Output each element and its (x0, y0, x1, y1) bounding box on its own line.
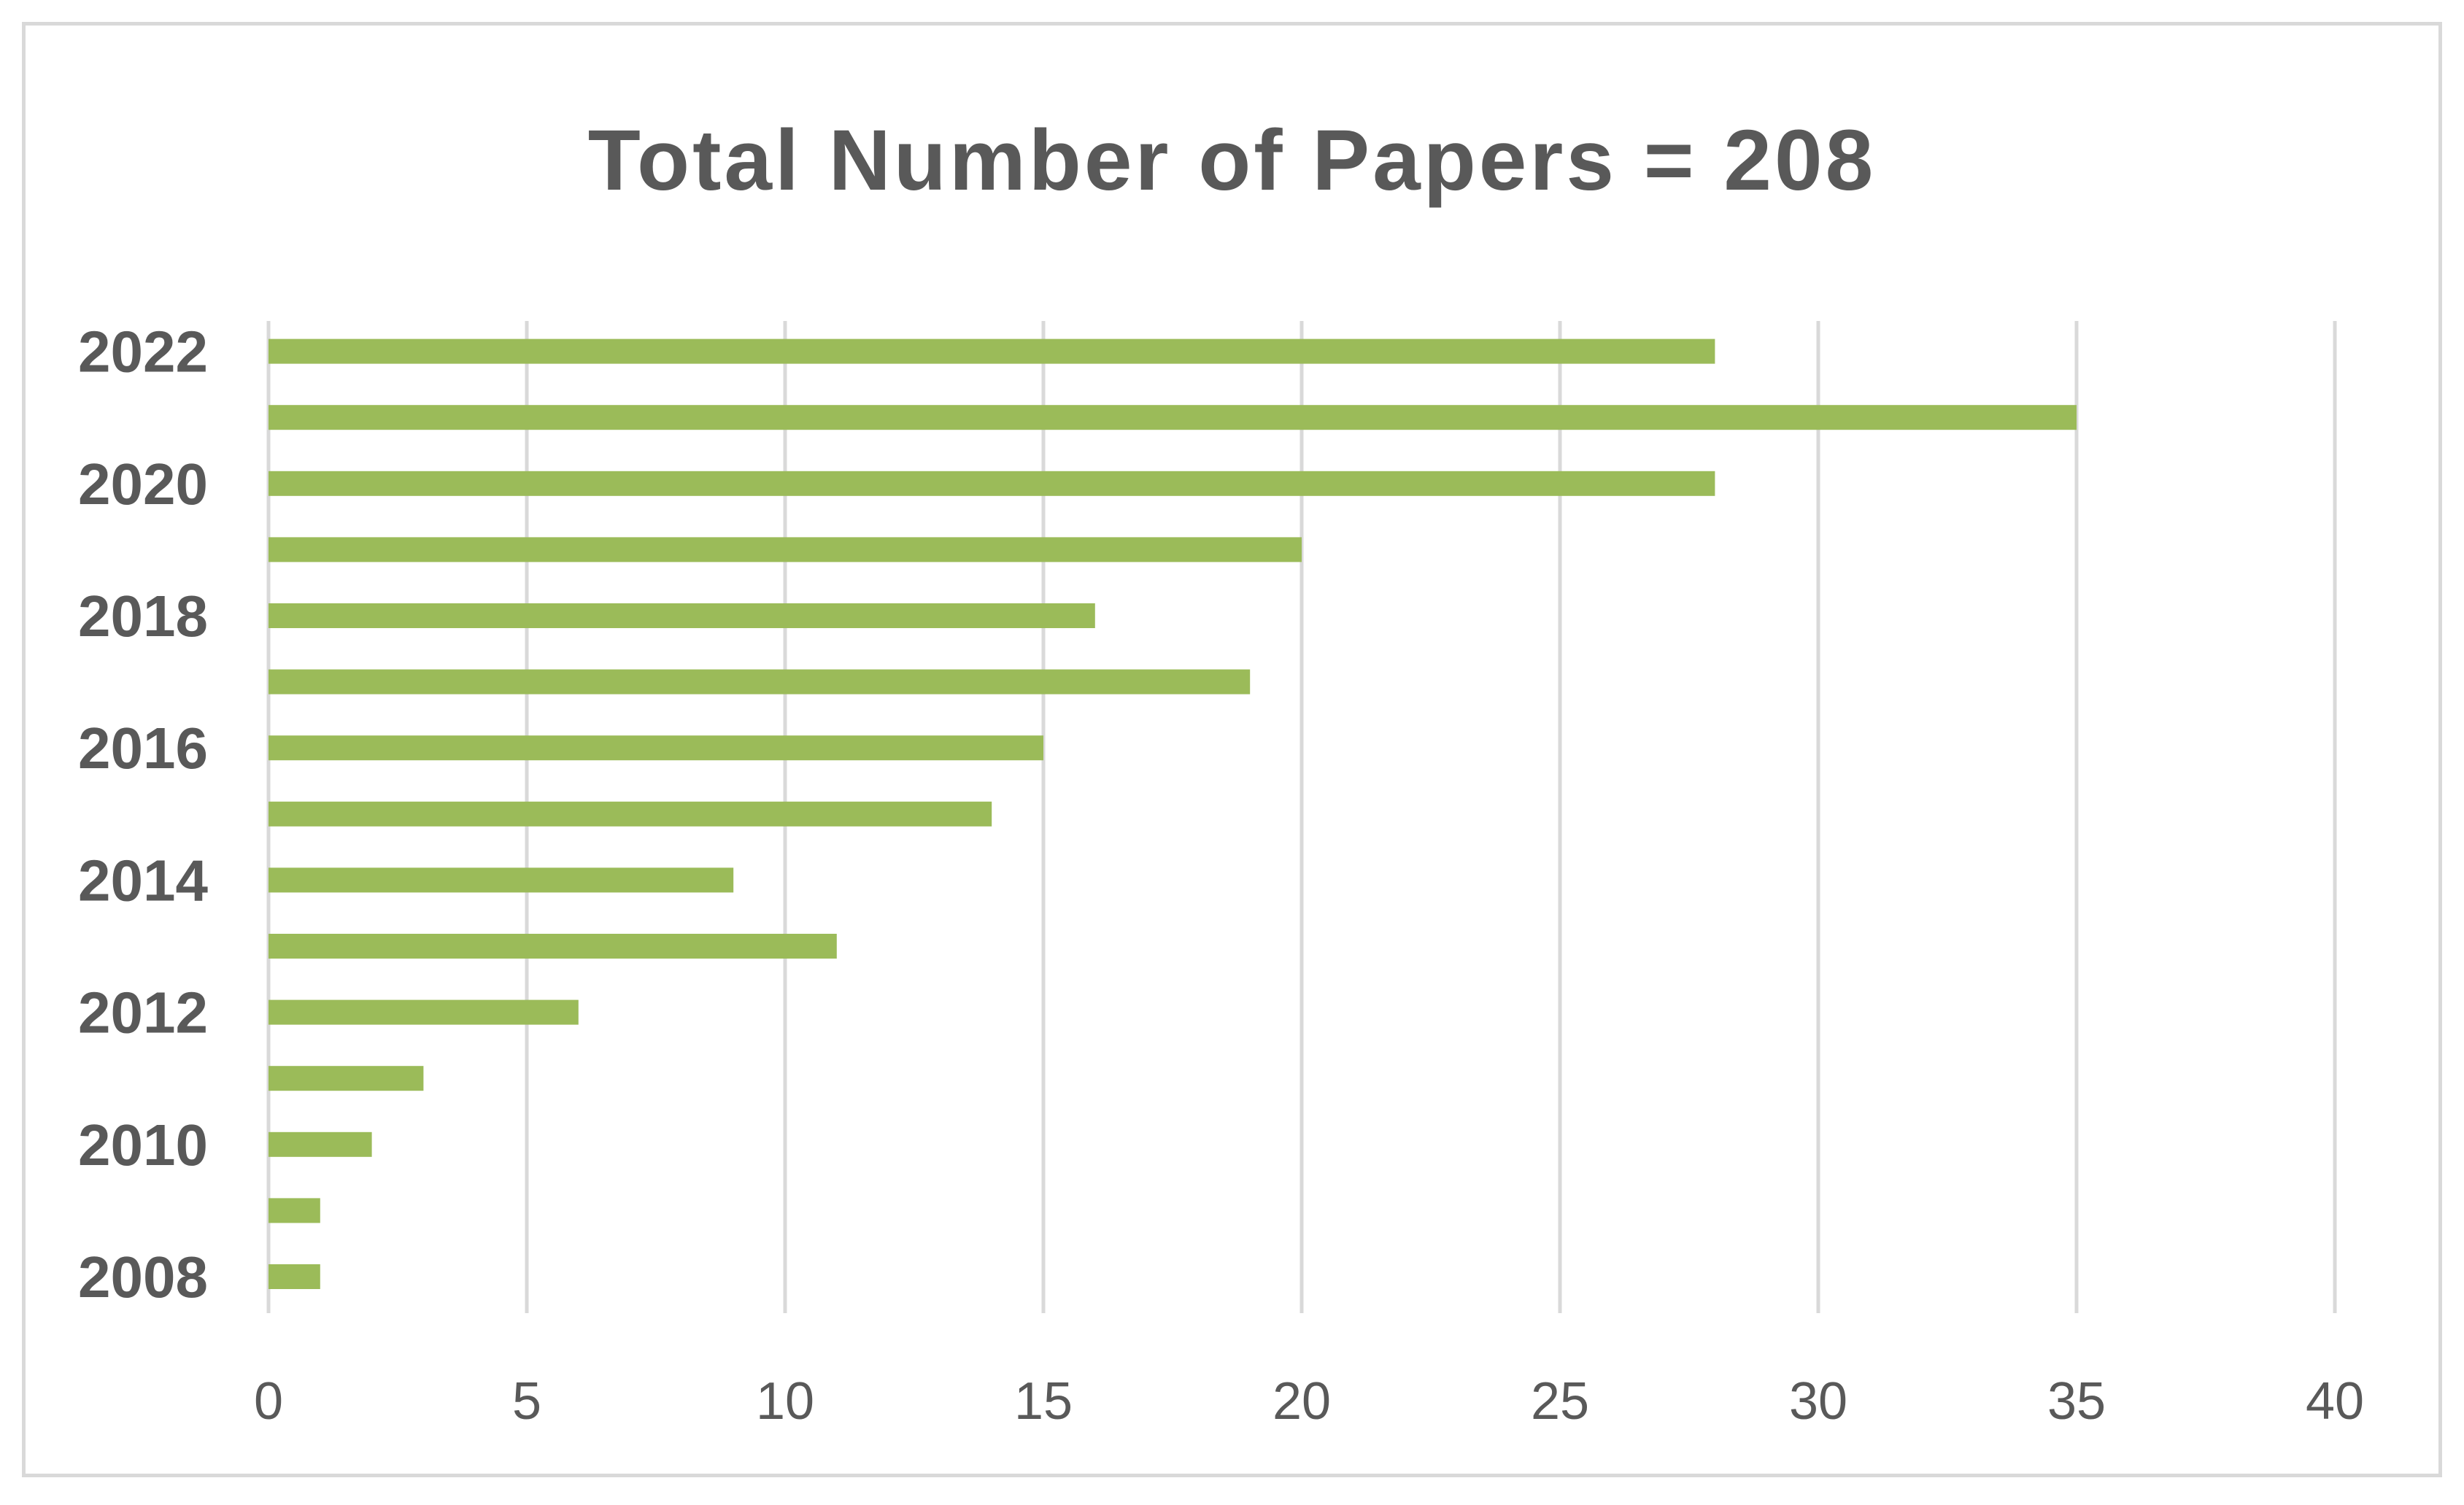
chart-title: Total Number of Papers = 208 (587, 112, 1877, 209)
bar-2019 (269, 537, 1302, 562)
bar-2021 (269, 405, 2077, 430)
bar-2016 (269, 735, 1043, 761)
y-tick-label: 2008 (78, 1245, 208, 1309)
x-tick-label: 20 (1272, 1372, 1331, 1431)
bar-2014 (269, 867, 734, 893)
bar-2015 (269, 801, 992, 827)
bar-2009 (269, 1198, 320, 1223)
x-tick-label: 15 (1014, 1372, 1073, 1431)
bar-2017 (269, 669, 1251, 695)
y-tick-label: 2012 (78, 980, 208, 1045)
x-tick-label: 10 (756, 1372, 814, 1431)
y-tick-label: 2018 (78, 584, 208, 649)
x-axis-tick-labels: 0 5 10 15 20 25 30 35 40 (254, 1372, 2364, 1431)
bar-2013 (269, 934, 837, 959)
bar-2011 (269, 1066, 424, 1091)
bar-2008 (269, 1264, 320, 1289)
x-tick-label: 25 (1531, 1372, 1589, 1431)
x-tick-label: 30 (1789, 1372, 1847, 1431)
bar-2018 (269, 603, 1095, 628)
bars (269, 338, 2077, 1289)
bar-2022 (269, 338, 1715, 364)
x-tick-label: 0 (254, 1372, 283, 1431)
x-tick-label: 40 (2306, 1372, 2364, 1431)
y-tick-label: 2022 (78, 320, 208, 384)
y-tick-label: 2020 (78, 452, 208, 517)
bar-2010 (269, 1131, 372, 1157)
bar-2012 (269, 999, 579, 1025)
bar-2020 (269, 471, 1715, 496)
y-axis-tick-labels: 2008 2010 2012 2014 2016 2018 2020 2022 (78, 320, 208, 1309)
y-tick-label: 2010 (78, 1113, 208, 1177)
y-tick-label: 2016 (78, 716, 208, 781)
y-tick-label: 2014 (78, 848, 208, 913)
x-tick-label: 35 (2047, 1372, 2106, 1431)
x-tick-label: 5 (512, 1372, 541, 1431)
